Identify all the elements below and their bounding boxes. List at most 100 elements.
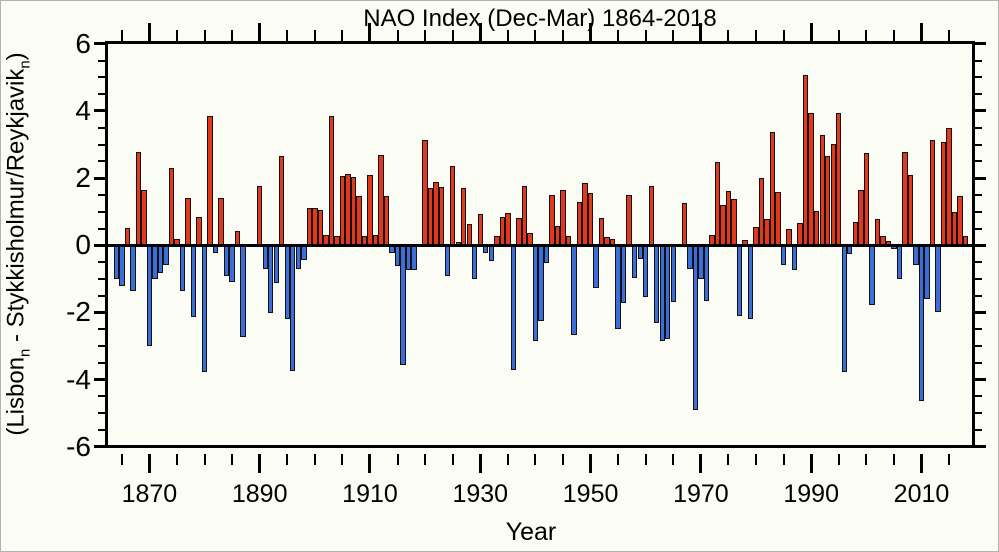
y-minor-tick-right [975,59,982,62]
x-minor-tick-top [617,30,620,41]
x-minor-tick-bottom [175,454,178,465]
x-major-tick-top [258,23,262,41]
x-major-tick-top [147,23,151,41]
y-major-tick-left [94,109,105,113]
x-major-tick-top [589,23,593,41]
x-minor-tick-top [396,30,399,41]
x-minor-tick-top [286,30,289,41]
y-axis-title: (Lisbonn - Stykkisholmur/Reykjavikn) [2,52,34,436]
y-tick-label--2: -2 [66,296,91,328]
y-minor-tick-right [975,261,982,264]
y-minor-tick-right [975,76,982,79]
x-minor-tick-bottom [231,454,234,465]
chart-title: NAO Index (Dec-Mar) 1864-2018 [363,5,717,32]
x-minor-tick-top [534,30,537,41]
y-minor-tick-left [98,277,105,280]
x-minor-tick-bottom [562,454,564,465]
y-major-tick-right [975,378,986,382]
x-minor-tick-bottom [506,454,509,465]
x-minor-tick-bottom [120,454,123,465]
y-major-tick-right [975,445,986,449]
x-tick-label-1910: 1910 [342,480,398,508]
y-minor-tick-left [98,294,105,297]
x-major-tick-bottom [919,454,923,473]
y-minor-tick-left [98,193,105,196]
x-minor-tick-top [755,30,758,41]
x-minor-tick-top [451,30,454,41]
x-minor-tick-bottom [727,454,730,465]
x-minor-tick-top [424,30,427,41]
x-minor-tick-top [341,30,344,41]
y-minor-tick-left [98,428,105,431]
x-minor-tick-top [782,30,785,41]
x-major-tick-bottom [147,454,151,473]
x-minor-tick-top [120,30,123,41]
x-major-tick-bottom [368,454,372,473]
y-tick-label-2: 2 [75,162,91,194]
y-minor-tick-left [98,361,105,364]
x-major-tick-top [919,23,923,41]
x-minor-tick-bottom [203,454,206,465]
y-major-tick-left [94,42,105,46]
x-major-tick-bottom [809,454,813,473]
y-minor-tick-right [975,361,982,364]
y-minor-tick-left [98,160,105,163]
x-minor-tick-top [562,30,564,41]
y-tick-label--6: -6 [66,430,91,462]
y-tick-label-4: 4 [75,94,91,126]
x-minor-tick-top [313,30,316,41]
y-minor-tick-right [975,345,982,348]
y-major-tick-left [94,445,105,449]
y-minor-tick-right [975,328,982,331]
y-tick-label--4: -4 [66,363,91,395]
x-minor-tick-top [892,30,895,41]
x-minor-tick-bottom [396,454,399,465]
x-tick-label-1970: 1970 [673,480,729,508]
x-tick-label-1870: 1870 [121,480,178,508]
y-minor-tick-left [98,412,105,415]
x-minor-tick-top [203,30,206,41]
y-minor-tick-right [975,126,982,129]
x-axis-title: Year [505,518,557,546]
x-minor-tick-bottom [617,454,620,465]
y-major-tick-right [975,176,986,180]
x-minor-tick-bottom [948,454,951,465]
x-minor-tick-bottom [672,454,675,465]
x-minor-tick-top [644,30,647,41]
y-tick-label-6: 6 [75,27,91,59]
y-minor-tick-right [975,395,982,398]
y-minor-tick-left [98,126,105,129]
x-tick-label-1990: 1990 [783,480,839,508]
y-minor-tick-left [98,76,105,79]
x-minor-tick-top [948,30,951,41]
y-minor-tick-left [98,328,105,331]
x-minor-tick-bottom [451,454,454,465]
y-minor-tick-right [975,412,982,415]
y-major-tick-left [94,378,105,382]
y-minor-tick-left [98,59,105,62]
x-major-tick-bottom [258,454,262,473]
y-major-tick-right [975,109,986,113]
y-minor-tick-left [98,210,105,213]
x-minor-tick-top [231,30,234,41]
x-minor-tick-bottom [313,454,316,465]
y-minor-tick-left [98,143,105,146]
x-minor-tick-bottom [424,454,427,465]
x-major-tick-top [368,23,372,41]
y-minor-tick-right [975,294,982,297]
x-minor-tick-bottom [534,454,537,465]
x-minor-tick-bottom [782,454,785,465]
y-minor-tick-right [975,277,982,280]
x-minor-tick-top [727,30,730,41]
x-minor-tick-top [506,30,509,41]
y-minor-tick-left [98,395,105,398]
x-major-tick-top [809,23,813,41]
y-major-tick-right [975,243,986,247]
x-minor-tick-bottom [837,454,840,465]
y-major-tick-left [94,243,105,247]
x-major-tick-top [478,23,482,41]
y-tick-label-0: 0 [75,229,91,261]
x-major-tick-bottom [589,454,593,473]
y-minor-tick-right [975,428,982,431]
